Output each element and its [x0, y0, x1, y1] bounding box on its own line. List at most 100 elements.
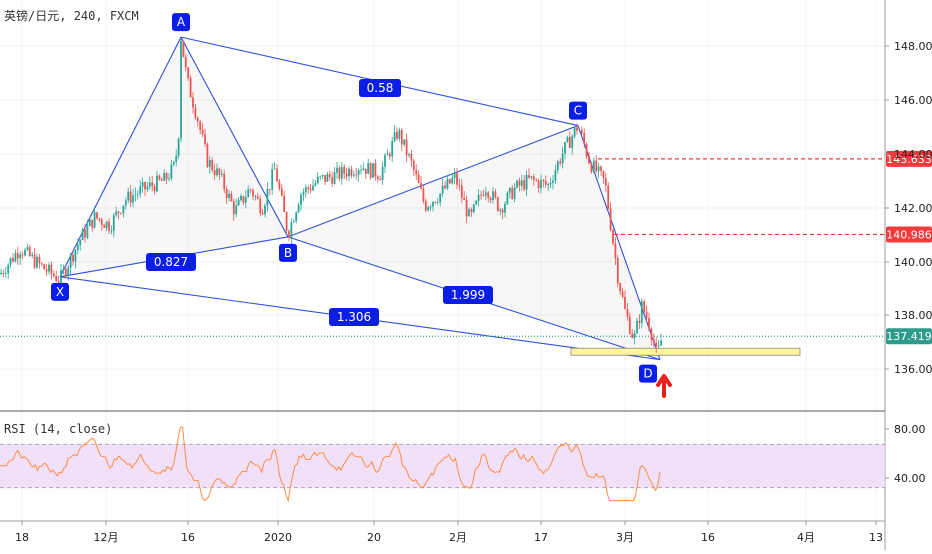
candle-body	[220, 173, 223, 175]
candle-body	[280, 188, 283, 196]
rsi-line	[0, 426, 661, 503]
pattern-triangle-xab	[60, 37, 288, 277]
candle-body	[350, 168, 353, 176]
candle-body	[338, 167, 341, 179]
candle-body	[393, 132, 396, 142]
candle-body	[232, 201, 235, 215]
candle-body	[408, 154, 410, 156]
candle-body	[124, 200, 127, 206]
candle-body	[292, 221, 295, 223]
leg-xa[interactable]	[59, 36, 182, 278]
candle-body	[602, 170, 605, 178]
candle-body	[268, 189, 271, 190]
candle-body	[271, 169, 274, 190]
candle-body	[33, 254, 36, 268]
candle-body	[297, 204, 300, 213]
time-tick-label: 2月	[449, 531, 467, 544]
candle-body	[302, 192, 305, 195]
candle-body	[187, 67, 190, 78]
price-levels[interactable]: 143.633 140.986 137.419	[0, 150, 932, 356]
candle-body	[204, 134, 206, 144]
candle-body	[417, 174, 420, 183]
candle-body	[240, 195, 242, 201]
candle-body	[14, 253, 17, 262]
candle-body	[612, 230, 614, 244]
candle-body	[158, 175, 161, 180]
candle-body	[81, 229, 84, 240]
candle-body	[568, 137, 571, 148]
candle-body	[621, 291, 624, 297]
candle-body	[631, 333, 634, 338]
candle-body	[626, 308, 629, 317]
ratio-label-box	[329, 308, 379, 326]
candle-body	[600, 166, 602, 171]
time-tick-label: 12月	[94, 531, 119, 544]
candle-body	[9, 257, 12, 265]
point-label-b: B	[284, 246, 292, 260]
time-tick-label: 2020	[264, 531, 292, 544]
candle-body	[300, 194, 302, 205]
leg-bc[interactable]	[287, 125, 579, 238]
interval-label: 240	[74, 9, 96, 23]
candle-body	[468, 209, 470, 217]
candle-body	[0, 272, 2, 274]
candle-body	[652, 339, 655, 343]
leg-ab[interactable]	[180, 36, 289, 238]
candle-body	[405, 139, 408, 156]
candle-body	[252, 189, 254, 197]
candle-body	[583, 133, 586, 145]
candle-body	[278, 181, 281, 189]
time-axis[interactable]: 18 12月 16 2020 20 2月 17 3月 16 4月 13	[15, 521, 883, 544]
ratio-label: 0.58	[367, 81, 394, 95]
candle-body	[340, 166, 343, 179]
time-tick-label: 18	[15, 531, 29, 544]
candle-body	[523, 180, 526, 190]
price-level-label: 143.633	[886, 153, 932, 166]
candle-body	[564, 141, 566, 154]
candle-body	[376, 176, 379, 180]
candle-body	[492, 191, 494, 201]
candle-body	[69, 254, 72, 268]
price-axis[interactable]: 148.000 146.000 144.000 142.000 140.000 138.0…	[885, 40, 932, 376]
candle-body	[331, 177, 334, 184]
candle-body	[592, 160, 595, 172]
candle-body	[372, 163, 374, 178]
candle-body	[309, 188, 312, 191]
candle-body	[321, 175, 324, 177]
candle-body	[7, 264, 10, 274]
price-level-label: 137.419	[886, 330, 932, 343]
rsi-tick-label: 40.00	[894, 472, 926, 485]
candle-body	[448, 179, 451, 184]
candle-body	[148, 182, 151, 187]
rsi-pane[interactable]: RSI (14, close) 80.00 40.00	[0, 422, 926, 503]
price-tick-label: 142.000	[894, 202, 932, 215]
candle-body	[616, 258, 619, 284]
candle-body	[216, 168, 218, 176]
candle-body	[444, 185, 446, 189]
price-level-label: 140.986	[886, 228, 932, 241]
candle-body	[432, 201, 434, 207]
candle-body	[482, 195, 485, 196]
candle-body	[79, 239, 82, 245]
candle-body	[585, 144, 588, 157]
target-zone[interactable]	[570, 347, 801, 356]
candle-body	[465, 199, 468, 217]
candle-body	[657, 345, 660, 347]
candle-body	[93, 212, 96, 228]
candle-body	[513, 187, 516, 199]
candle-body	[151, 182, 154, 187]
candle-body	[561, 153, 564, 164]
candle-body	[549, 182, 552, 185]
candle-body	[535, 179, 538, 181]
ratio-label: 0.827	[154, 255, 188, 269]
candle-body	[52, 273, 55, 277]
time-tick-label: 3月	[616, 531, 634, 544]
candle-body	[516, 180, 518, 188]
candle-body	[100, 219, 103, 226]
candle-body	[165, 172, 168, 180]
candle-body	[415, 170, 418, 175]
candle-body	[499, 209, 502, 211]
candle-body	[460, 185, 463, 198]
